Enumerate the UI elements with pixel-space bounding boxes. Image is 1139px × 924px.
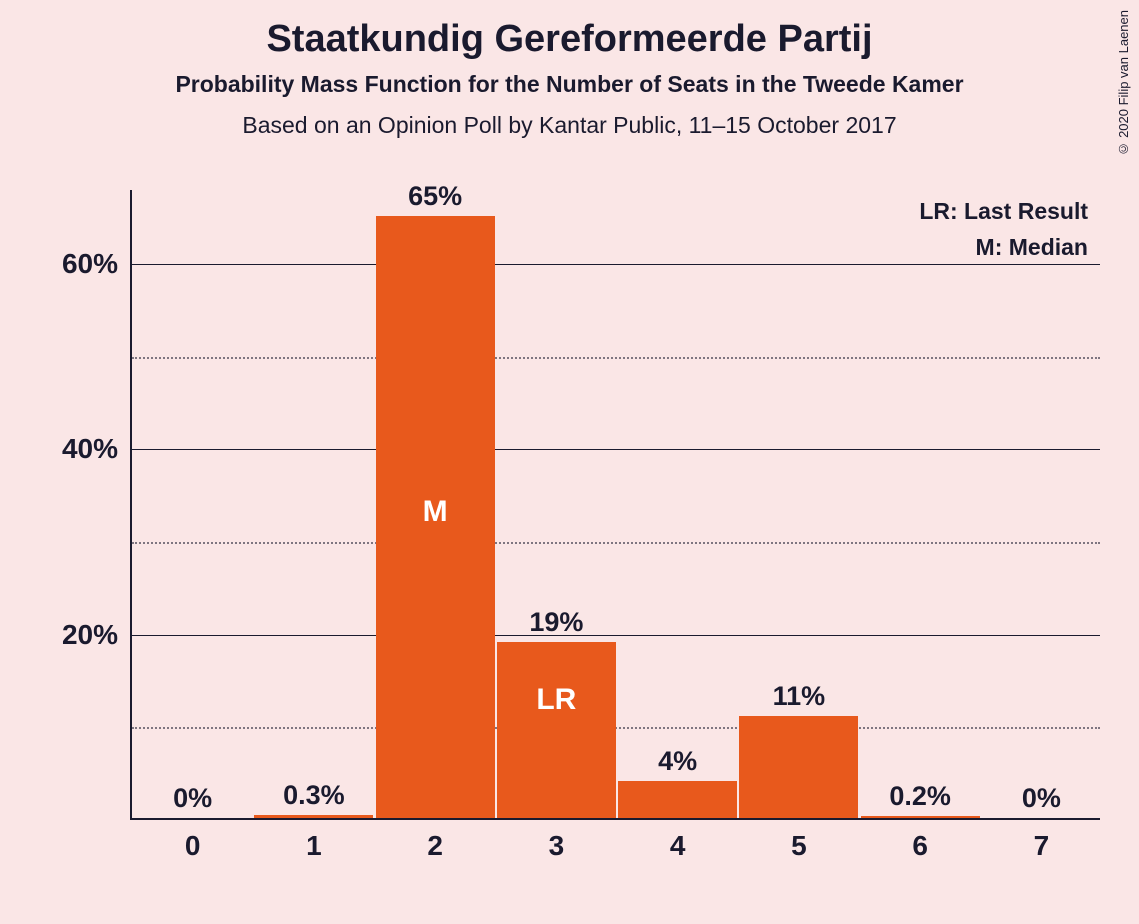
bar [497,642,616,818]
legend-lr: LR: Last Result [919,194,1088,230]
bar-value-label: 0% [981,783,1102,820]
bar-inner-label: LR [497,683,616,717]
chart-legend: LR: Last Result M: Median [919,194,1088,265]
x-axis-tick-label: 4 [670,818,686,862]
gridline-minor [132,542,1100,544]
y-axis-tick-label: 20% [62,619,132,651]
chart-header: Staatkundig Gereformeerde Partij Probabi… [0,0,1139,139]
bar [739,716,858,818]
bar-value-label: 0.3% [253,780,374,817]
chart-subtitle-1: Probability Mass Function for the Number… [0,71,1139,98]
bar-inner-label: M [376,495,495,529]
gridline-major [132,449,1100,450]
y-axis-tick-label: 40% [62,433,132,465]
bar-value-label: 65% [375,181,496,218]
x-axis-tick-label: 0 [185,818,201,862]
x-axis-tick-label: 1 [306,818,322,862]
x-axis-tick-label: 2 [427,818,443,862]
bar-value-label: 19% [496,607,617,644]
bar-value-label: 0.2% [860,781,981,818]
x-axis-tick-label: 6 [912,818,928,862]
gridline-minor [132,727,1100,729]
x-axis-tick-label: 3 [549,818,565,862]
x-axis-tick-label: 7 [1034,818,1050,862]
plot-area: LR: Last Result M: Median 20%40%60%0%00.… [130,190,1100,820]
bar-value-label: 4% [617,746,738,783]
y-axis-tick-label: 60% [62,248,132,280]
chart-title: Staatkundig Gereformeerde Partij [0,18,1139,61]
chart-area: LR: Last Result M: Median 20%40%60%0%00.… [40,190,1110,890]
bar-value-label: 11% [738,681,859,718]
bar-value-label: 0% [132,783,253,820]
legend-m: M: Median [919,230,1088,266]
gridline-major [132,264,1100,265]
chart-subtitle-2: Based on an Opinion Poll by Kantar Publi… [0,112,1139,139]
x-axis-tick-label: 5 [791,818,807,862]
copyright-text: © 2020 Filip van Laenen [1116,10,1131,157]
bar [618,781,737,818]
gridline-minor [132,357,1100,359]
